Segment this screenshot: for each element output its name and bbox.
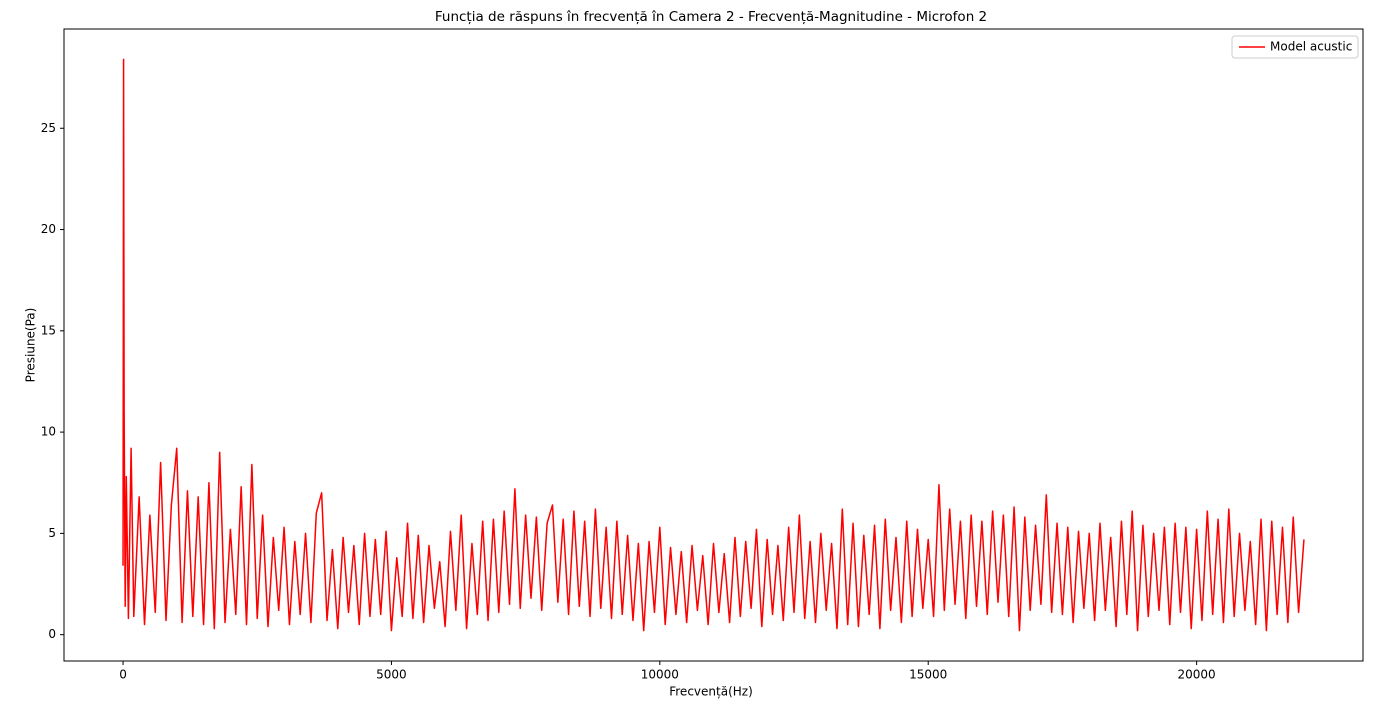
x-tick-label: 10000 [641, 668, 679, 682]
x-axis-label: Frecvență(Hz) [669, 685, 753, 699]
y-tick-label: 25 [41, 121, 56, 135]
x-tick-label: 5000 [376, 668, 407, 682]
x-tick-label: 20000 [1178, 668, 1216, 682]
y-tick-label: 5 [48, 526, 56, 540]
y-tick-label: 15 [41, 323, 56, 337]
y-axis-label: Presiune(Pa) [24, 308, 38, 383]
x-tick-label: 0 [119, 668, 127, 682]
data-line [122, 58, 1305, 632]
x-tick-label: 15000 [909, 668, 947, 682]
chart-title: Funcția de răspuns în frecvență în Camer… [435, 9, 987, 25]
y-tick-label: 10 [41, 425, 56, 439]
legend-label: Model acustic [1270, 40, 1352, 54]
y-tick-label: 20 [41, 222, 56, 236]
plot-frame [63, 28, 1364, 662]
y-tick-label: 0 [48, 627, 56, 641]
legend-box [1231, 35, 1359, 59]
